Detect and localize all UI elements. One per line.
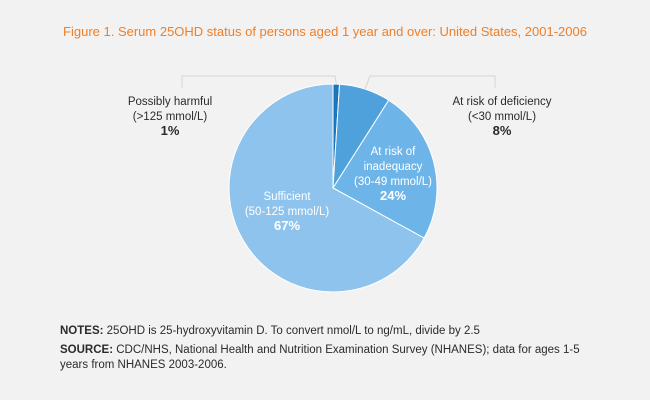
notes-text: 25OHD is 25-hydroxyvitamin D. To convert… — [103, 325, 480, 337]
source-label: SOURCE: — [60, 344, 114, 356]
notes-line: NOTES: 25OHD is 25-hydroxyvitamin D. To … — [60, 324, 600, 339]
label-possibly-harmful: Possibly harmful (>125 mmol/L) 1% — [128, 96, 212, 138]
notes-label: NOTES: — [60, 325, 104, 337]
label-at-risk-inadequacy: At risk of inadequacy (30-49 mmol/L) 24% — [354, 146, 432, 203]
source-text: CDC/NHS, National Health and Nutrition E… — [60, 344, 580, 371]
pie-chart: Possibly harmful (>125 mmol/L) 1% At risk o… — [128, 75, 552, 293]
footnotes: NOTES: 25OHD is 25-hydroxyvitamin D. To … — [60, 324, 600, 377]
leader-line-deficiency — [364, 75, 496, 90]
pie-slice-2 — [332, 99, 438, 239]
source-line: SOURCE: CDC/NHS, National Health and Nut… — [60, 343, 600, 373]
label-sufficient: Sufficient (50-125 mmol/L) 67% — [245, 191, 330, 233]
leader-line-harmful — [181, 75, 337, 88]
pie-slice-3 — [228, 83, 425, 293]
chart-title: Figure 1. Serum 25OHD status of persons … — [63, 24, 587, 39]
label-at-risk-deficiency: At risk of deficiency (<30 mmol/L) 8% — [452, 96, 551, 138]
